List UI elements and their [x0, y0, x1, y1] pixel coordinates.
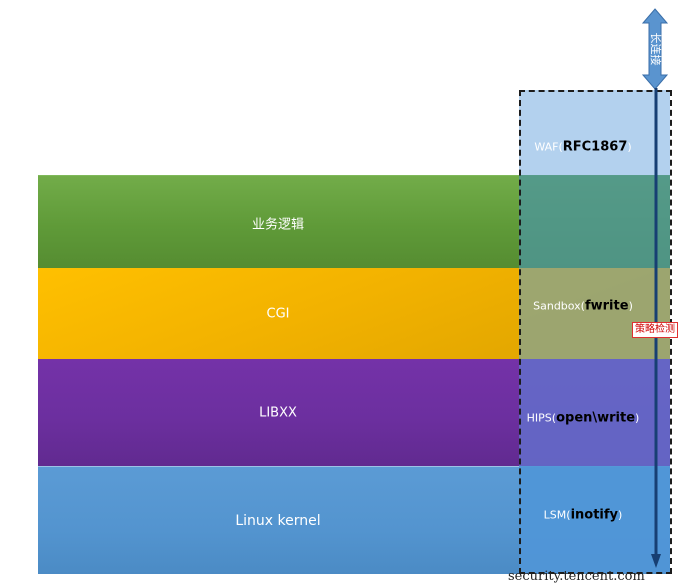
long-connection-label: 长连接 — [649, 33, 662, 66]
layer-label: 业务逻辑 — [251, 217, 304, 232]
lsm-label: LSM(inotify) — [543, 507, 623, 523]
sandbox-label: Sandbox(fwrite) — [533, 298, 633, 314]
overlay-business-logic — [519, 175, 670, 268]
overlay-libxx — [519, 359, 670, 466]
overlay-cgi — [519, 268, 670, 359]
hips-label: HIPS(open\write) — [526, 410, 640, 426]
overlay-linux-kernel — [519, 466, 670, 573]
layer-label: CGI — [266, 306, 290, 321]
layer-label: LIBXX — [259, 405, 297, 420]
watermark: security.tencent.com — [508, 569, 645, 584]
layer-label: Linux kernel — [235, 512, 321, 529]
long-connection-arrow-icon: 长连接 — [641, 8, 669, 90]
waf-region — [519, 90, 670, 175]
waf-label: WAF(RFC1867) — [534, 139, 632, 155]
policy-check-badge: 策略检测 — [632, 322, 678, 338]
